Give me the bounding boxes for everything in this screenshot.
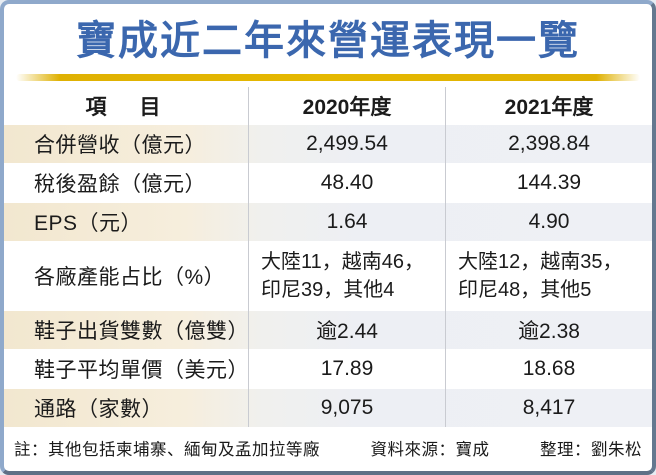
row-label: 鞋子出貨雙數（億雙）: [34, 320, 249, 343]
row-label: 合併營收（億元）: [34, 134, 206, 157]
table-row: 鞋子出貨雙數（億雙） 逾2.44 逾2.38: [4, 311, 652, 349]
value-2021: 4.90: [445, 203, 652, 241]
data-source: 資料來源：寶成: [370, 441, 490, 459]
row-label: EPS（元）: [34, 212, 143, 235]
page-title: 寶成近二年來營運表現一覽: [76, 19, 580, 63]
value-2021: 大陸12，越南35， 印尼48，其他5: [445, 241, 652, 311]
footnote: 註：其他包括柬埔寨、緬甸及孟加拉等廠: [14, 441, 320, 459]
value-2020: 48.40: [248, 163, 445, 203]
row-label: 通路（家數）: [34, 398, 163, 421]
value-2020: 17.89: [248, 349, 445, 389]
table-row: 通路（家數） 9,075 8,417: [4, 389, 652, 427]
operations-table: 項 目 2020年度 2021年度 合併營收（億元） 2,499.54 2,398.…: [4, 87, 652, 427]
row-label: 鞋子平均單價（美元）: [34, 359, 249, 382]
value-2020: 逾2.44: [248, 311, 445, 349]
value-2021: 2,398.84: [445, 125, 652, 163]
header-year-2020: 2020年度: [248, 87, 445, 125]
value-2021: 18.68: [445, 349, 652, 389]
value-2020: 2,499.54: [248, 125, 445, 163]
header-item: 項 目: [85, 96, 167, 119]
editor-credit: 整理：劉朱松: [540, 441, 642, 459]
value-2020: 9,075: [248, 389, 445, 427]
table-body: 合併營收（億元） 2,499.54 2,398.84 稅後盈餘（億元） 48.40 144…: [4, 125, 652, 427]
footer-note-bar: 註：其他包括柬埔寨、緬甸及孟加拉等廠 資料來源：寶成 整理：劉朱松: [4, 427, 652, 460]
value-2021: 144.39: [445, 163, 652, 203]
value-2020: 大陸11，越南46， 印尼39，其他4: [248, 241, 445, 311]
value-2021: 8,417: [445, 389, 652, 427]
table-row: 鞋子平均單價（美元） 17.89 18.68: [4, 349, 652, 389]
value-2021: 逾2.38: [445, 311, 652, 349]
table-row: 合併營收（億元） 2,499.54 2,398.84: [4, 125, 652, 163]
table-row: 各廠產能占比（%） 大陸11，越南46， 印尼39，其他4 大陸12，越南35， 印尼4…: [4, 241, 652, 311]
table-row: EPS（元） 1.64 4.90: [4, 203, 652, 241]
row-label: 各廠產能占比（%）: [34, 266, 226, 289]
header-year-2021: 2021年度: [445, 87, 652, 125]
value-2020: 1.64: [248, 203, 445, 241]
table-header-row: 項 目 2020年度 2021年度: [4, 87, 652, 125]
gold-divider-rule: [16, 74, 640, 81]
table-row: 稅後盈餘（億元） 48.40 144.39: [4, 163, 652, 203]
row-label: 稅後盈餘（億元）: [34, 173, 206, 196]
